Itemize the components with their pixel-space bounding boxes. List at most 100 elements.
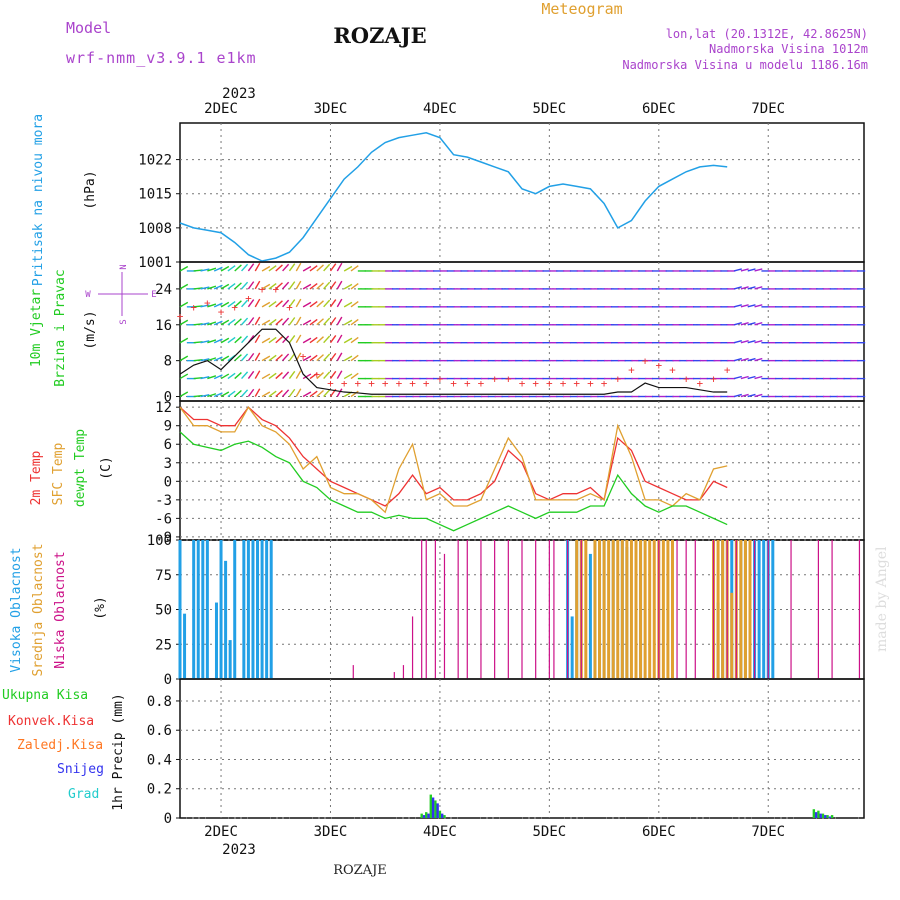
compass-w: W bbox=[85, 290, 91, 300]
wind-barb bbox=[268, 390, 277, 398]
model-label: Model bbox=[66, 19, 111, 37]
compass-e: E bbox=[151, 290, 156, 300]
wind-barb bbox=[295, 370, 302, 379]
wind-barb bbox=[295, 388, 302, 397]
wind-barb bbox=[733, 339, 742, 344]
wind-gust-mark: + bbox=[286, 301, 293, 314]
model-altitude-text: Nadmorska Visina u modelu 1186.16m bbox=[622, 58, 868, 72]
year-bottom: 2023 bbox=[222, 842, 256, 858]
wind-barbs bbox=[179, 262, 866, 398]
wind-barb bbox=[323, 353, 331, 362]
wind-barb bbox=[261, 301, 271, 308]
wind-gust-mark: + bbox=[396, 377, 403, 390]
wind-barb bbox=[747, 357, 756, 362]
cloud-high-bar bbox=[224, 560, 228, 679]
wind-barb bbox=[754, 322, 763, 326]
cloud-high-bar bbox=[757, 540, 761, 679]
temp-sfc-line bbox=[179, 405, 728, 514]
wind-barb bbox=[295, 316, 302, 326]
wind-barb bbox=[227, 336, 236, 344]
wind-title-1: 10m Vjetar bbox=[29, 289, 44, 367]
temperature-ytick-label: 0 bbox=[164, 474, 172, 490]
wind-barb bbox=[316, 354, 324, 362]
wind-barb bbox=[247, 370, 255, 379]
wind-barb bbox=[247, 352, 255, 362]
wind-barb bbox=[268, 336, 277, 344]
wind-barb bbox=[733, 375, 742, 380]
wind-barb bbox=[261, 355, 271, 362]
wind-barb bbox=[323, 335, 331, 344]
wind-barb bbox=[268, 265, 277, 272]
wind-gust-mark: + bbox=[245, 292, 252, 305]
cloud-low-bar bbox=[421, 540, 423, 679]
wind-barb bbox=[316, 282, 324, 290]
wind-barb bbox=[740, 339, 749, 344]
wind-barb bbox=[747, 268, 756, 272]
temperature-ytick-label: 12 bbox=[155, 400, 172, 416]
wind-barb bbox=[754, 375, 763, 380]
wind-gust-mark: + bbox=[738, 0, 745, 3]
cloud-unit: (%) bbox=[93, 596, 108, 619]
wind-barb bbox=[227, 300, 236, 308]
precip-snow-bar bbox=[828, 816, 831, 818]
precip-snow-bar bbox=[814, 812, 818, 818]
wind-barb bbox=[329, 299, 337, 308]
cloud-mid-bar bbox=[620, 540, 624, 679]
wind-barb bbox=[350, 354, 359, 362]
cloud-low-bar bbox=[580, 540, 582, 679]
precip-snow-bar bbox=[422, 815, 426, 818]
temperature-ytick-label: 6 bbox=[164, 437, 172, 453]
cloud-low-bar bbox=[521, 540, 523, 679]
cloud-low-bar bbox=[567, 540, 569, 679]
bottom-day-labels: 2DEC 3DEC 4DEC 5DEC 6DEC 7DEC bbox=[204, 824, 785, 840]
wind-barb bbox=[207, 339, 217, 344]
cloud-low-bar bbox=[676, 540, 678, 679]
cloud-mid-bar bbox=[611, 540, 615, 679]
cloud-mid-bar bbox=[607, 540, 611, 679]
wind-barb bbox=[740, 268, 749, 272]
wind-barb bbox=[323, 317, 331, 326]
wind-barb bbox=[213, 320, 223, 326]
wind-barb bbox=[309, 300, 318, 308]
wind-barb bbox=[179, 391, 189, 398]
wind-barb bbox=[754, 286, 763, 290]
wind-barb bbox=[241, 299, 249, 308]
wind-barb bbox=[747, 322, 756, 326]
temperature-ytick-label: -6 bbox=[155, 511, 172, 527]
wind-barb bbox=[302, 337, 312, 344]
precip-unit: 1hr Precip (mm) bbox=[111, 693, 126, 810]
wind-barb bbox=[200, 358, 210, 362]
wind-gust-mark: + bbox=[519, 377, 526, 390]
wind-barb bbox=[227, 283, 236, 290]
temp-dew-line bbox=[179, 431, 728, 532]
wind-ytick-label: 8 bbox=[164, 354, 172, 370]
wind-barb bbox=[213, 374, 223, 380]
cloud-high-bar bbox=[192, 540, 196, 679]
wind-barb bbox=[309, 390, 318, 398]
precip-ytick-label: 0.8 bbox=[147, 694, 172, 710]
wind-gust-mark: + bbox=[683, 373, 690, 386]
temp-dew-label: dewpt Temp bbox=[73, 429, 88, 507]
cloud-high-bar bbox=[196, 540, 200, 679]
top-day-label: 4DEC bbox=[423, 101, 457, 117]
wind-barb bbox=[316, 336, 324, 344]
wind-barb bbox=[295, 280, 302, 290]
wind-barb bbox=[316, 264, 324, 272]
precip-ytick-label: 0 bbox=[164, 811, 172, 827]
cloud-low-bar bbox=[480, 540, 482, 679]
wind-barb bbox=[200, 393, 210, 398]
cloud-low-bar bbox=[658, 540, 660, 679]
wind-barb bbox=[247, 281, 255, 290]
cloud-low-bar bbox=[443, 553, 446, 679]
cloud-high-bar bbox=[762, 540, 766, 679]
wind-barb bbox=[220, 283, 230, 290]
wind-gust-mark: + bbox=[272, 283, 279, 296]
wind-gust-mark: + bbox=[614, 373, 621, 386]
wind-barb bbox=[261, 265, 271, 272]
wind-barb bbox=[754, 357, 763, 362]
precip-total-bar bbox=[420, 813, 423, 818]
wind-barb bbox=[302, 265, 312, 272]
wind-barb bbox=[241, 317, 249, 326]
cloud-low-bar bbox=[831, 540, 833, 679]
